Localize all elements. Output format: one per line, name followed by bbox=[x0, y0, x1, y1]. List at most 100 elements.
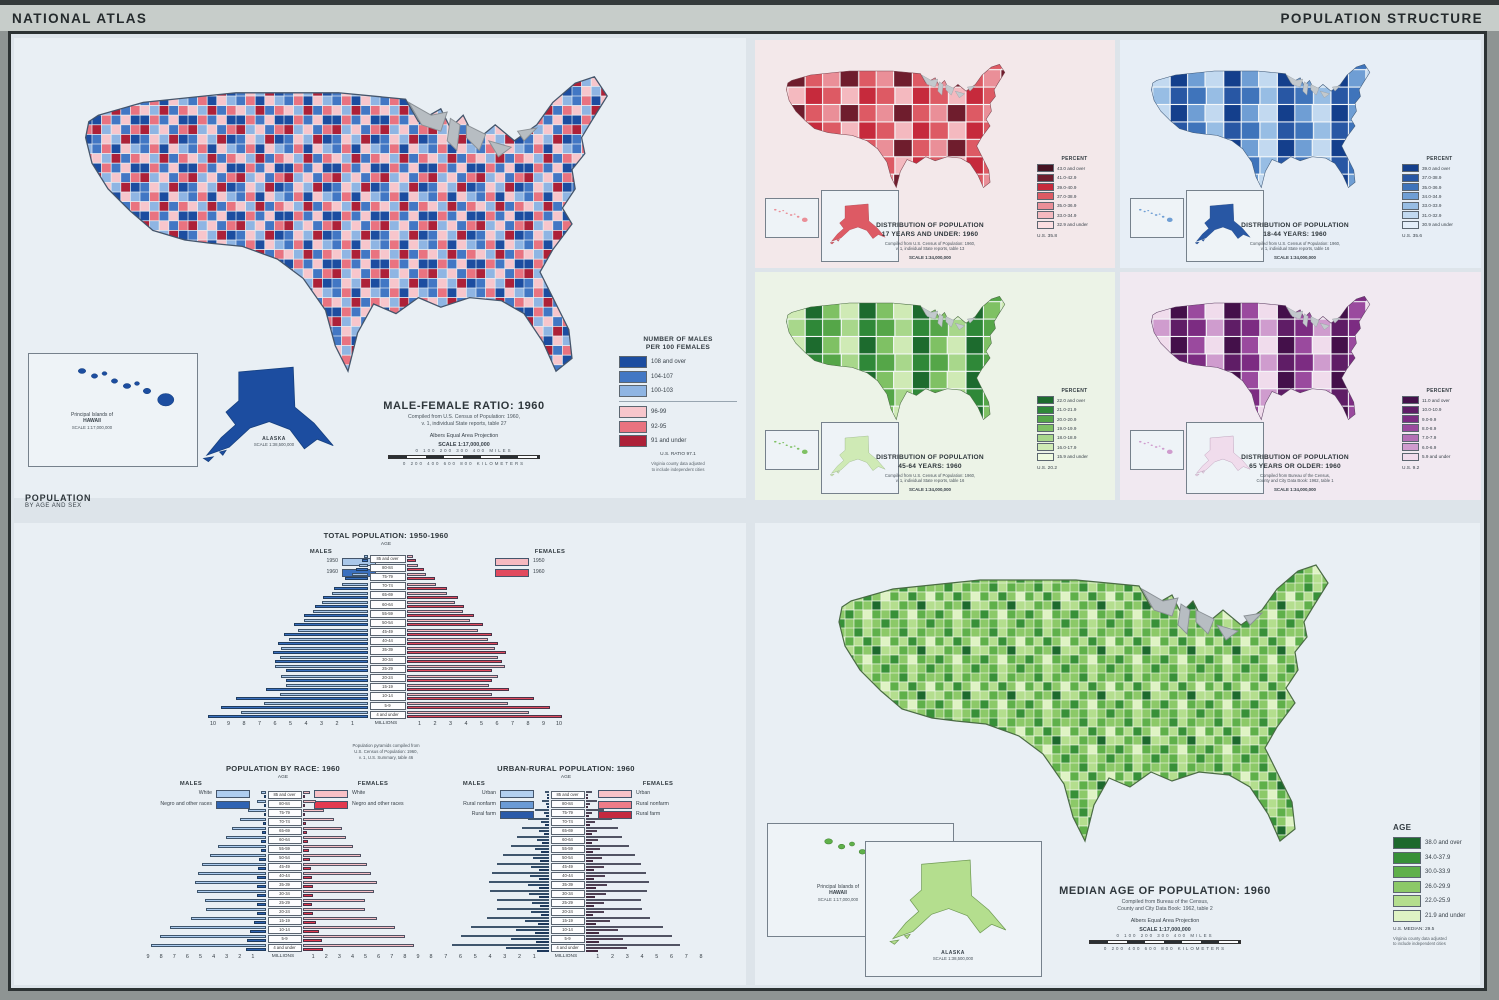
legend-label: 39.0-40.9 bbox=[1057, 184, 1077, 190]
legend-row: 16.0-17.9 bbox=[1037, 443, 1112, 452]
map-source: Compiled from Bureau of the Census, Coun… bbox=[1256, 472, 1334, 484]
virginia-note: Virginia county data adjusted to include… bbox=[651, 461, 705, 472]
pyramid-bar-female bbox=[586, 817, 612, 820]
legend-row: 15.9 and under bbox=[1037, 452, 1112, 461]
legend-label: 8.0-8.9 bbox=[1422, 425, 1437, 431]
legend-swatch bbox=[216, 790, 250, 798]
legend-label: Rural nonfarm bbox=[463, 800, 496, 807]
pyramid-bar-female bbox=[407, 568, 425, 572]
pyramid-row: 40-44 bbox=[431, 871, 701, 880]
axis-tick: 7 bbox=[511, 720, 514, 727]
pyramid-bar-female bbox=[586, 937, 623, 940]
pyramid-row: 65-69 bbox=[213, 591, 559, 600]
pyramid-bar-male bbox=[323, 595, 368, 599]
legend-row: 37.0-38.9 bbox=[1402, 173, 1477, 182]
pyramid-bar-female bbox=[586, 844, 629, 847]
age-group-label: 85 and over bbox=[369, 554, 406, 563]
pyramid-bar-male bbox=[208, 715, 368, 719]
legend-swatch bbox=[1402, 433, 1419, 442]
legend-rows: 22.0 and over 21.0-21.9 20.0-20.9 19.0-19.9… bbox=[1037, 396, 1112, 461]
axis-tick: 9 bbox=[542, 720, 545, 727]
legend-swatch bbox=[619, 356, 647, 369]
pyramid-row: 4 and under bbox=[208, 710, 562, 719]
age-axis-header: AGE bbox=[380, 542, 392, 547]
pyramid-bar-male bbox=[538, 829, 549, 832]
map-title-block: MEDIAN AGE OF POPULATION: 1960 Compiled … bbox=[1010, 885, 1320, 951]
pyramid-bar-male bbox=[265, 687, 368, 691]
legend-row: 18.0-18.9 bbox=[1037, 433, 1112, 442]
axis-tick: 1 bbox=[351, 720, 354, 727]
pyramid-bar-female bbox=[586, 871, 646, 874]
pyramid-bar-male bbox=[460, 934, 549, 937]
pyramid-bar-male bbox=[259, 858, 266, 861]
pyramid-bar-female bbox=[407, 582, 437, 586]
legend-swatch bbox=[1037, 211, 1054, 220]
pyramid-row: 20-24 bbox=[213, 673, 559, 683]
pyramid-bar-female bbox=[303, 890, 374, 893]
pyramid-bar-male bbox=[505, 946, 549, 949]
legend-label: 32.9 and under bbox=[1057, 222, 1088, 228]
legend-label: 41.0-42.9 bbox=[1057, 175, 1077, 181]
age-group-label: 10-14 bbox=[369, 692, 406, 701]
pyramid-bar-male bbox=[545, 790, 549, 793]
legend-swatch bbox=[1037, 164, 1054, 173]
pyramid-bar-female bbox=[303, 917, 378, 920]
pyramid-bar-male bbox=[537, 922, 549, 925]
pyramid-bar-female bbox=[303, 863, 368, 866]
pyramid-bar-female bbox=[407, 637, 488, 641]
legend-label: White bbox=[198, 790, 212, 797]
pyramid-row: 10-14 bbox=[213, 692, 559, 701]
axis-tick: 4 bbox=[212, 953, 216, 960]
pyramid-bar-female bbox=[303, 948, 324, 951]
population-pyramids-panel: TOTAL POPULATION: 1950-1960 AGE MALES 19… bbox=[14, 523, 746, 985]
legend-swatch bbox=[314, 790, 348, 798]
legend-swatch bbox=[1402, 220, 1419, 229]
population-pyramid-urban-rural: 85 and over 80-84 75-79 70-74 65-69 60-64 55-5… bbox=[430, 790, 703, 962]
pyramid-legend-males: MALES White Negro and other races bbox=[132, 781, 250, 811]
axis-tick: 4 bbox=[640, 953, 644, 960]
us-value: U.S. 35.6 bbox=[1402, 233, 1422, 239]
legend-row: 31.0-32.9 bbox=[1402, 211, 1477, 220]
pyramid-bar-male bbox=[528, 817, 549, 820]
axis-tick: 1 bbox=[251, 953, 255, 960]
pyramid-bar-male bbox=[315, 605, 368, 609]
age-group-label: 50-54 bbox=[369, 618, 406, 627]
age-group-label: 30-34 bbox=[267, 889, 302, 898]
pyramid-bar-male bbox=[262, 831, 266, 834]
pyramid-bar-female bbox=[407, 706, 550, 710]
population-pyramid-race: 85 and over 80-84 75-79 70-74 65-69 60-64 55-5… bbox=[146, 790, 420, 962]
pyramid-bar-female bbox=[407, 614, 474, 618]
pyramid-bar-female bbox=[303, 899, 366, 902]
pyramid-bar-male bbox=[194, 881, 266, 884]
male-female-ratio-panel: Principal Islands of HAWAII SCALE 1:17,0… bbox=[14, 38, 746, 498]
pyramid-bar-female bbox=[303, 800, 316, 803]
legend-swatch bbox=[619, 420, 647, 433]
pyramid-bar-female bbox=[586, 826, 619, 829]
axis-units-label: MILLIONS bbox=[374, 721, 398, 727]
axis-tick: 4 bbox=[304, 720, 308, 727]
legend-swatch bbox=[1402, 405, 1419, 414]
legend-row: 100-103 bbox=[619, 385, 737, 403]
age-group-label: 5-9 bbox=[550, 934, 585, 943]
pyramid-row: 55-59 bbox=[213, 609, 559, 618]
pyramid-bar-male bbox=[355, 568, 368, 572]
legend-swatch bbox=[500, 811, 534, 819]
legend-label: 1950 bbox=[326, 558, 338, 565]
legend-rows: 108 and over 104-107 100-103 96-99 92-95 91 a… bbox=[619, 356, 737, 448]
pyramid-bar-male bbox=[539, 868, 549, 871]
pyramid-bar-male bbox=[351, 573, 368, 577]
axis-tick: 9 bbox=[146, 953, 150, 960]
legend-swatch bbox=[500, 800, 534, 809]
axis-tick: 5 bbox=[364, 953, 368, 960]
age-group-label: 40-44 bbox=[369, 637, 406, 646]
pyramid-bar-male bbox=[515, 928, 549, 931]
alaska-inset bbox=[1186, 190, 1264, 262]
age-group-label: 50-54 bbox=[267, 853, 302, 862]
projection-note: Albers Equal Area Projection bbox=[429, 433, 499, 440]
pyramid-row: 35-39 bbox=[431, 880, 701, 889]
pyramid-bar-female bbox=[407, 702, 508, 706]
legend-title: PERCENT bbox=[1061, 388, 1088, 394]
legend-row: 41.0-42.9 bbox=[1037, 173, 1112, 182]
legend-row: 108 and over bbox=[619, 356, 737, 369]
legend-swatch bbox=[1037, 192, 1054, 201]
